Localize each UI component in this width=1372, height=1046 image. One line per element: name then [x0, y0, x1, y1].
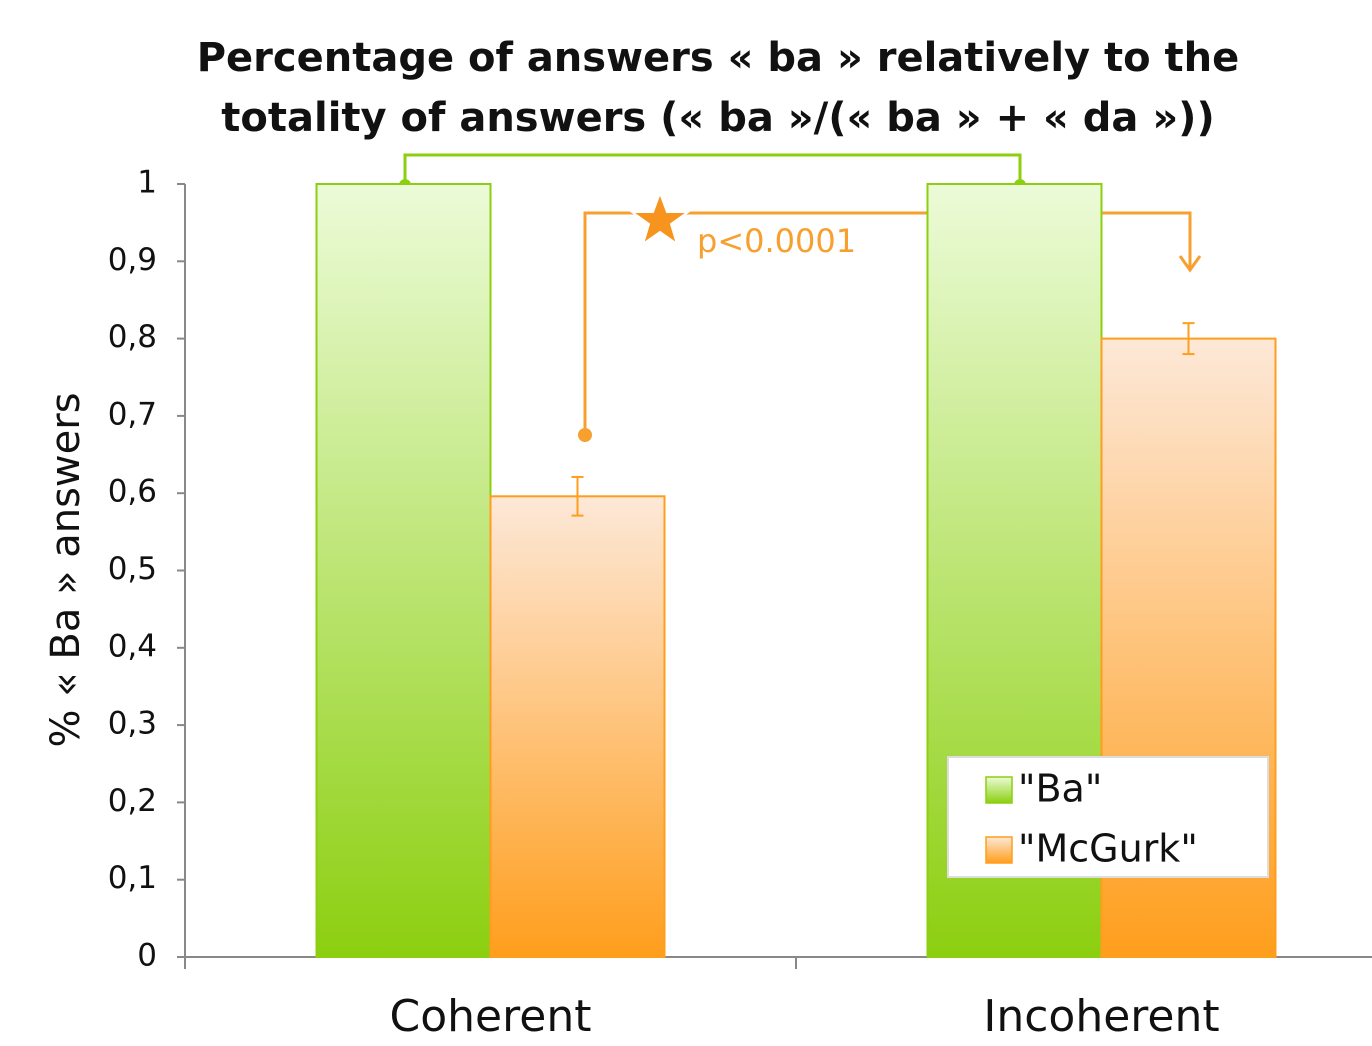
orange-bracket	[583, 211, 1192, 435]
y-tick-label: 1	[137, 165, 157, 201]
y-tick-label: 0	[137, 938, 157, 974]
legend-label: "Ba"	[1018, 767, 1102, 811]
y-tick-label: 0,9	[108, 242, 157, 278]
y-tick-label: 0,8	[108, 319, 157, 355]
error-bar	[571, 475, 584, 517]
arrow-head	[1178, 255, 1202, 273]
y-tick-label: 0,1	[108, 860, 157, 896]
y-tick-label: 0,7	[108, 396, 157, 432]
y-tick-label: 0,2	[108, 783, 157, 819]
y-tick-label: 0,5	[108, 551, 157, 587]
bar	[315, 183, 492, 958]
star	[628, 190, 692, 247]
bar	[489, 495, 666, 958]
y-tick-label: 0,6	[108, 474, 157, 510]
y-tick-label: 0,4	[108, 628, 157, 664]
chart-title: Percentage of answers « ba » relatively …	[197, 35, 1240, 81]
y-axis-label: % « Ba » answers	[43, 392, 89, 747]
y-tick-label: 0,3	[108, 706, 157, 742]
x-tick-label: Incoherent	[983, 991, 1219, 1042]
legend-swatch	[985, 836, 1013, 864]
error-bar	[1182, 322, 1195, 356]
bracket-dot	[578, 428, 592, 442]
annotation: p<0.0001	[697, 222, 856, 260]
x-tick-label: Coherent	[390, 991, 592, 1042]
significance-brackets	[399, 153, 1202, 442]
green-bracket	[403, 153, 1022, 185]
legend-label: "McGurk"	[1018, 827, 1198, 871]
legend-swatch	[985, 776, 1013, 804]
chart-title: totality of answers (« ba »/(« ba » + « …	[221, 95, 1214, 141]
